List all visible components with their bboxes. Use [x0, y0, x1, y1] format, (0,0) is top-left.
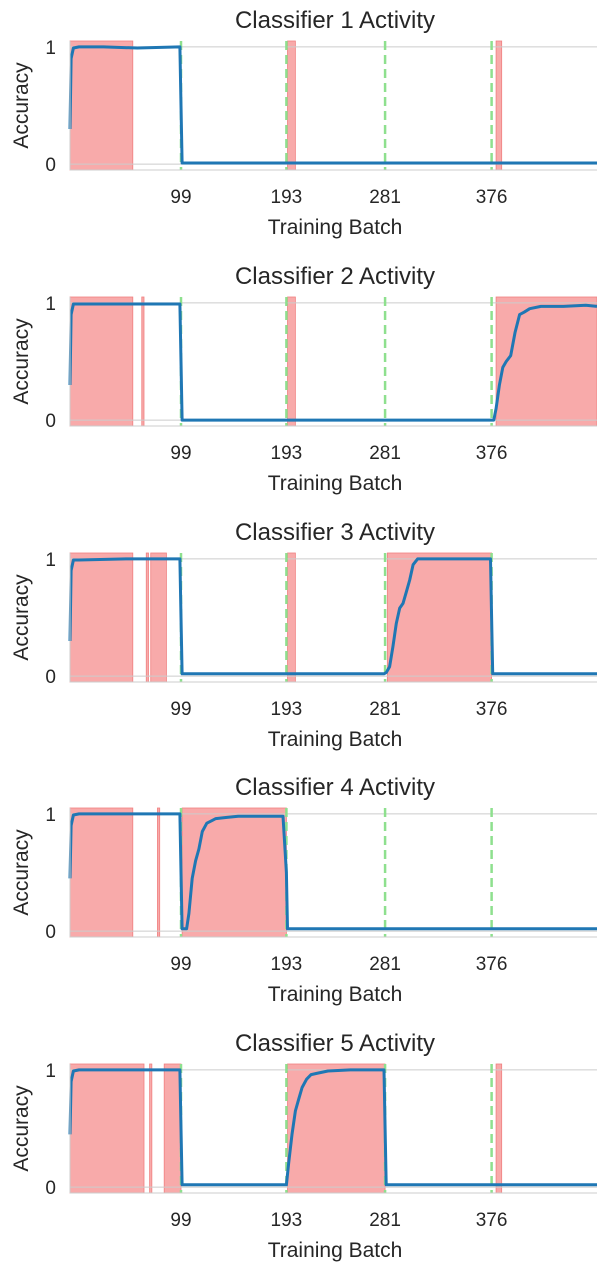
y-tick-label: 1 — [45, 38, 56, 59]
chart-5-svg: 0 1 99 193 281 376 Classifier 5 Activity Traini… — [10, 1030, 597, 1262]
chart-title: Classifier 2 Activity — [235, 263, 435, 290]
active-region — [69, 1063, 145, 1194]
chart-3-svg: 0 1 99 193 281 376 Classifier 3 Activity Traini… — [10, 519, 597, 751]
x-tick-label: 193 — [271, 699, 303, 720]
chart-2-svg: 0 1 99 193 281 376 Classifier 2 Activity Traini… — [10, 263, 597, 495]
x-tick-label: 193 — [271, 187, 303, 208]
chart-1-svg: 0 1 99 193 281 376 Classifier 1 Activity Traini… — [10, 7, 597, 239]
active-region — [495, 296, 597, 427]
x-tick-label: 376 — [476, 699, 508, 720]
active-region — [69, 552, 134, 683]
y-tick-label: 1 — [45, 294, 56, 315]
x-axis-label: Training Batch — [268, 983, 403, 1006]
chart-title: Classifier 3 Activity — [235, 519, 435, 546]
chart-4-svg: 0 1 99 193 281 376 Classifier 4 Activity Traini… — [10, 774, 597, 1006]
active-region — [495, 1063, 503, 1194]
active-region — [69, 296, 134, 427]
active-region — [386, 552, 493, 683]
x-tick-label: 376 — [476, 187, 508, 208]
x-tick-label: 193 — [271, 954, 303, 975]
chart-panel-1: 0 1 99 193 281 376 Classifier 1 Activity Traini… — [0, 0, 597, 256]
x-tick-label: 281 — [369, 1210, 401, 1231]
active-region — [495, 40, 503, 171]
active-region — [69, 40, 134, 171]
accuracy-line — [68, 302, 597, 422]
active-region — [181, 807, 287, 938]
y-axis-label: Accuracy — [10, 318, 33, 405]
y-axis-label: Accuracy — [10, 62, 33, 149]
x-axis-label: Training Batch — [268, 728, 403, 751]
chart-title: Classifier 4 Activity — [235, 774, 435, 801]
x-axis-label: Training Batch — [268, 1239, 403, 1262]
x-axis-label: Training Batch — [268, 216, 403, 239]
chart-panel-2: 0 1 99 193 281 376 Classifier 2 Activity Traini… — [0, 256, 597, 512]
chart-panel-4: 0 1 99 193 281 376 Classifier 4 Activity Traini… — [0, 767, 597, 1023]
x-tick-label: 193 — [271, 443, 303, 464]
active-region — [287, 1063, 386, 1194]
active-region — [287, 552, 296, 683]
chart-title: Classifier 5 Activity — [235, 1030, 435, 1057]
x-tick-label: 99 — [170, 187, 191, 208]
active-region — [141, 296, 145, 427]
y-tick-label: 0 — [45, 667, 56, 688]
y-tick-label: 1 — [45, 805, 56, 826]
x-tick-label: 376 — [476, 1210, 508, 1231]
y-tick-label: 0 — [45, 155, 56, 176]
accuracy-line — [68, 45, 597, 165]
x-tick-label: 376 — [476, 954, 508, 975]
accuracy-line — [68, 1068, 597, 1187]
x-tick-label: 99 — [170, 1210, 191, 1231]
x-tick-label: 281 — [369, 443, 401, 464]
y-axis-label: Accuracy — [10, 829, 33, 916]
y-axis-label: Accuracy — [10, 1085, 33, 1172]
active-region — [69, 807, 134, 938]
x-tick-label: 99 — [170, 699, 191, 720]
x-tick-label: 281 — [369, 187, 401, 208]
x-tick-label: 99 — [170, 954, 191, 975]
active-region — [287, 40, 296, 171]
x-axis-label: Training Batch — [268, 472, 403, 495]
y-tick-label: 0 — [45, 1178, 56, 1199]
chart-panel-3: 0 1 99 193 281 376 Classifier 3 Activity Traini… — [0, 512, 597, 768]
y-tick-label: 1 — [45, 1061, 56, 1082]
y-tick-label: 1 — [45, 550, 56, 571]
active-region — [145, 552, 149, 683]
active-region — [163, 1063, 182, 1194]
active-region — [149, 1063, 153, 1194]
x-tick-label: 99 — [170, 443, 191, 464]
y-tick-label: 0 — [45, 922, 56, 943]
active-region — [150, 552, 167, 683]
x-tick-label: 281 — [369, 954, 401, 975]
x-tick-label: 281 — [369, 699, 401, 720]
x-tick-label: 376 — [476, 443, 508, 464]
chart-panel-5: 0 1 99 193 281 376 Classifier 5 Activity Traini… — [0, 1023, 597, 1279]
y-tick-label: 0 — [45, 411, 56, 432]
y-axis-label: Accuracy — [10, 574, 33, 661]
active-region — [157, 807, 161, 938]
accuracy-line — [68, 812, 597, 931]
active-region — [287, 296, 296, 427]
chart-title: Classifier 1 Activity — [235, 7, 435, 34]
x-tick-label: 193 — [271, 1210, 303, 1231]
accuracy-line — [68, 557, 597, 676]
